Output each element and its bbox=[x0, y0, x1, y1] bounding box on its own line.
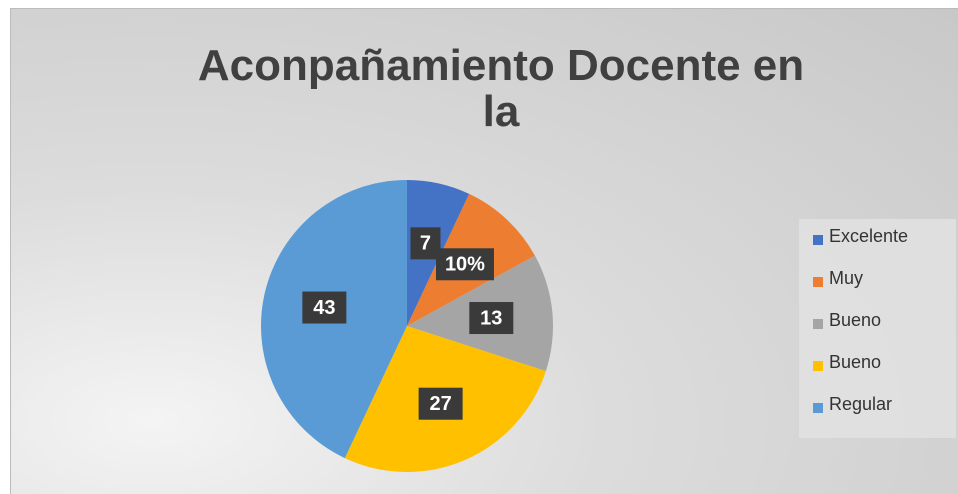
data-label-box bbox=[469, 302, 514, 335]
legend-swatch bbox=[813, 361, 823, 371]
legend-label: Regular bbox=[829, 394, 892, 414]
data-label-box bbox=[418, 387, 463, 420]
legend-label: Excelente bbox=[829, 226, 908, 246]
data-label-box bbox=[302, 291, 347, 324]
legend-swatch bbox=[813, 235, 823, 245]
legend-swatch bbox=[813, 319, 823, 329]
chart-title: Aconpañamiento Docente en la bbox=[197, 41, 805, 136]
data-label-box bbox=[435, 248, 494, 281]
legend-box bbox=[799, 219, 956, 438]
legend-swatch bbox=[813, 403, 823, 413]
legend-label: Bueno bbox=[829, 310, 881, 330]
data-label-box bbox=[410, 227, 441, 260]
legend-label: Bueno bbox=[829, 352, 881, 372]
data-label: 13 bbox=[480, 307, 502, 329]
data-label: 27 bbox=[430, 393, 452, 415]
data-label: 10% bbox=[445, 254, 485, 276]
legend-swatch bbox=[813, 277, 823, 287]
chart-area: 7 10% 13 27 43 Excelente Muy Bueno Bueno Regular … bbox=[10, 8, 958, 494]
data-label: 7 bbox=[420, 233, 431, 255]
data-label: 43 bbox=[313, 297, 335, 319]
chart: 7 10% 13 27 43 Excelente Muy Bueno Bueno Regular bbox=[261, 180, 956, 472]
legend-label: Muy bbox=[829, 268, 863, 288]
